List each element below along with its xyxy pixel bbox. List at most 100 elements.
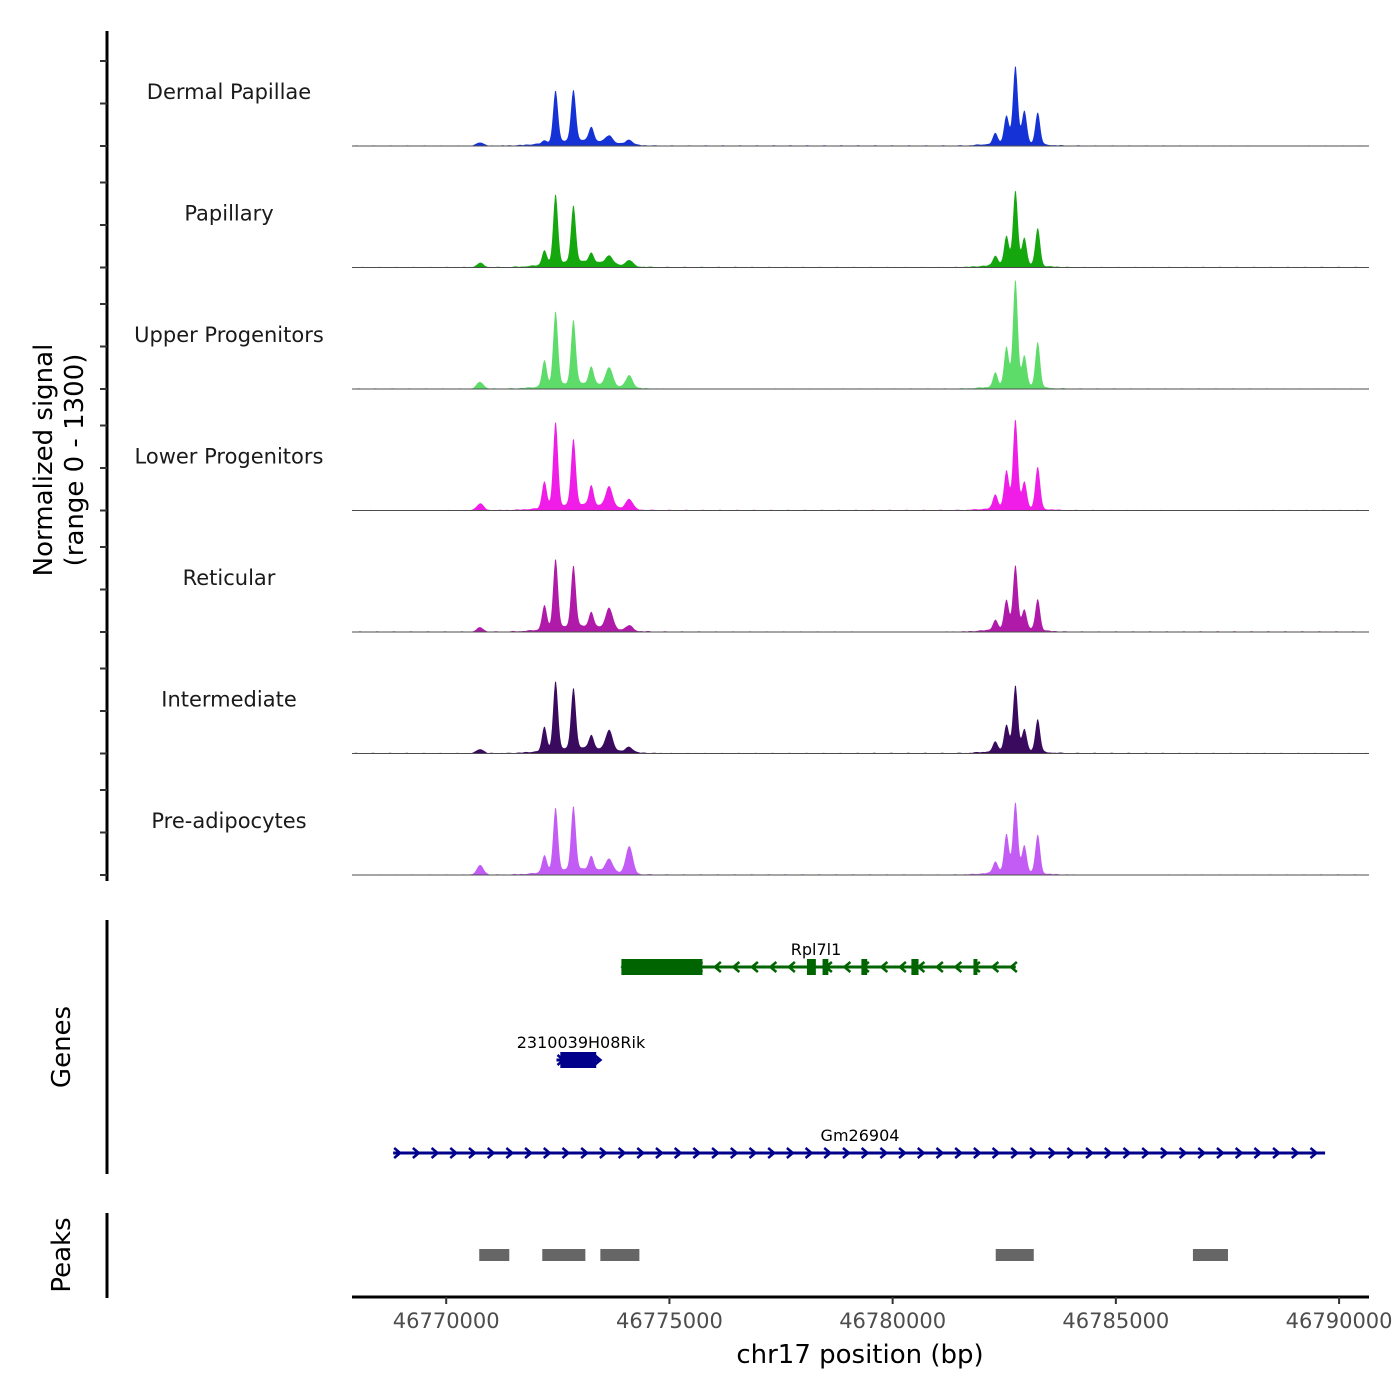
genes-panel-title: Genes bbox=[47, 1006, 77, 1088]
track-label: Intermediate bbox=[161, 688, 297, 712]
gene-exon bbox=[621, 959, 703, 975]
strand-chevron-icon bbox=[1122, 1147, 1132, 1159]
x-tick-label: 46775000 bbox=[616, 1309, 723, 1333]
strand-chevron-icon bbox=[1160, 1147, 1169, 1159]
strand-chevron-icon bbox=[898, 1147, 908, 1159]
gene-exon bbox=[911, 959, 919, 975]
signal-track-0: Dermal Papillae bbox=[147, 66, 1369, 147]
gene-track: Rpl7l1 2310039H08Rik Gm26904 bbox=[393, 940, 1326, 1159]
signal-track-1: Papillary bbox=[184, 190, 1369, 268]
strand-chevron-icon bbox=[786, 1147, 795, 1159]
strand-chevron-icon bbox=[1178, 1147, 1188, 1159]
strand-chevron-icon bbox=[542, 1147, 552, 1159]
strand-chevron-icon bbox=[1029, 1147, 1038, 1159]
gene-exon bbox=[560, 1052, 597, 1068]
strand-chevron-icon bbox=[842, 961, 852, 973]
signal-area bbox=[352, 190, 1369, 268]
track-label: Pre-adipocytes bbox=[151, 809, 306, 833]
strand-chevron-icon bbox=[842, 1147, 851, 1159]
strand-chevron-icon bbox=[599, 1147, 608, 1159]
gene-label: Gm26904 bbox=[821, 1126, 900, 1145]
signal-track-6: Pre-adipocytes bbox=[151, 802, 1369, 876]
strand-chevron-icon bbox=[1066, 1147, 1076, 1159]
x-tick-label: 46785000 bbox=[1062, 1309, 1169, 1333]
gene-exon bbox=[861, 959, 868, 975]
gene-exon bbox=[822, 959, 829, 975]
signal-area bbox=[352, 681, 1369, 754]
strand-chevron-icon bbox=[393, 1147, 403, 1159]
strand-chevron-icon bbox=[953, 961, 963, 973]
peak-region bbox=[542, 1249, 586, 1261]
x-axis-ticks: 46770000 46775000 46780000 46785000 46790000 bbox=[393, 1297, 1393, 1333]
strand-chevron-icon bbox=[954, 1147, 964, 1159]
strand-chevron-icon bbox=[673, 1147, 683, 1159]
signal-track-5: Intermediate bbox=[161, 681, 1369, 754]
strand-chevron-icon bbox=[823, 1147, 833, 1159]
strand-chevron-icon bbox=[916, 1147, 926, 1159]
peak-region bbox=[995, 1249, 1034, 1261]
strand-chevron-icon bbox=[505, 1147, 515, 1159]
strand-chevron-icon bbox=[1010, 1147, 1020, 1159]
peak-region bbox=[479, 1249, 510, 1261]
strand-chevron-icon bbox=[990, 961, 1000, 973]
signal-area bbox=[352, 802, 1369, 875]
y-axis-title-group: Normalized signal (range 0 - 1300) bbox=[29, 344, 90, 577]
x-tick-label: 46770000 bbox=[393, 1309, 500, 1333]
track-label: Upper Progenitors bbox=[134, 323, 324, 347]
strand-chevron-icon bbox=[692, 1147, 702, 1159]
strand-chevron-icon bbox=[731, 961, 741, 973]
signal-track-3: Lower Progenitors bbox=[135, 419, 1369, 511]
gene-label: Rpl7l1 bbox=[791, 940, 842, 959]
strand-chevron-icon bbox=[897, 961, 907, 973]
strand-chevron-icon bbox=[1103, 1147, 1113, 1159]
peak-region bbox=[600, 1249, 640, 1261]
strand-chevron-icon bbox=[1253, 1147, 1263, 1159]
signal-y-ticks bbox=[100, 60, 107, 876]
strand-chevron-icon bbox=[1047, 1147, 1057, 1159]
strand-chevron-icon bbox=[1234, 1147, 1244, 1159]
signal-area bbox=[352, 66, 1369, 146]
strand-chevron-icon bbox=[711, 1147, 721, 1159]
gene-exon bbox=[806, 959, 816, 975]
signal-area bbox=[352, 279, 1369, 389]
strand-chevron-icon bbox=[593, 1054, 603, 1066]
strand-chevron-icon bbox=[486, 1147, 496, 1159]
gene-label: 2310039H08Rik bbox=[517, 1033, 646, 1052]
strand-chevron-icon bbox=[786, 961, 796, 973]
peak-region bbox=[1192, 1249, 1228, 1261]
strand-chevron-icon bbox=[749, 961, 759, 973]
strand-chevron-icon bbox=[935, 1147, 945, 1159]
strand-chevron-icon bbox=[1141, 1147, 1151, 1159]
strand-chevron-icon bbox=[430, 1147, 440, 1159]
strand-chevron-icon bbox=[636, 1147, 646, 1159]
y-axis-subtitle: (range 0 - 1300) bbox=[60, 354, 90, 567]
strand-chevron-icon bbox=[767, 1147, 777, 1159]
strand-chevron-icon bbox=[712, 961, 722, 973]
strand-chevron-icon bbox=[879, 961, 889, 973]
gene-exon bbox=[973, 959, 978, 975]
strand-chevron-icon bbox=[748, 1147, 758, 1159]
strand-chevron-icon bbox=[1085, 1147, 1095, 1159]
track-label: Papillary bbox=[184, 202, 273, 226]
strand-chevron-icon bbox=[729, 1147, 739, 1159]
track-label: Reticular bbox=[183, 566, 276, 590]
strand-chevron-icon bbox=[1008, 961, 1018, 973]
strand-chevron-icon bbox=[768, 961, 778, 973]
strand-chevron-icon bbox=[1290, 1147, 1300, 1159]
signal-area bbox=[352, 559, 1369, 632]
peak-track bbox=[479, 1249, 1228, 1261]
strand-chevron-icon bbox=[973, 1147, 982, 1159]
signal-tracks: Dermal Papillae Papillary Upper Progenitor… bbox=[134, 66, 1369, 876]
signal-track-2: Upper Progenitors bbox=[134, 279, 1369, 390]
strand-chevron-icon bbox=[1272, 1147, 1282, 1159]
strand-chevron-icon bbox=[561, 1147, 571, 1159]
track-label: Dermal Papillae bbox=[147, 80, 311, 104]
strand-chevron-icon bbox=[991, 1147, 1001, 1159]
gene-rpl7l1: Rpl7l1 bbox=[620, 940, 1018, 975]
strand-chevron-icon bbox=[580, 1147, 590, 1159]
strand-chevron-icon bbox=[412, 1147, 421, 1159]
x-tick-label: 46790000 bbox=[1286, 1309, 1393, 1333]
strand-chevron-icon bbox=[468, 1147, 477, 1159]
track-label: Lower Progenitors bbox=[135, 445, 324, 469]
